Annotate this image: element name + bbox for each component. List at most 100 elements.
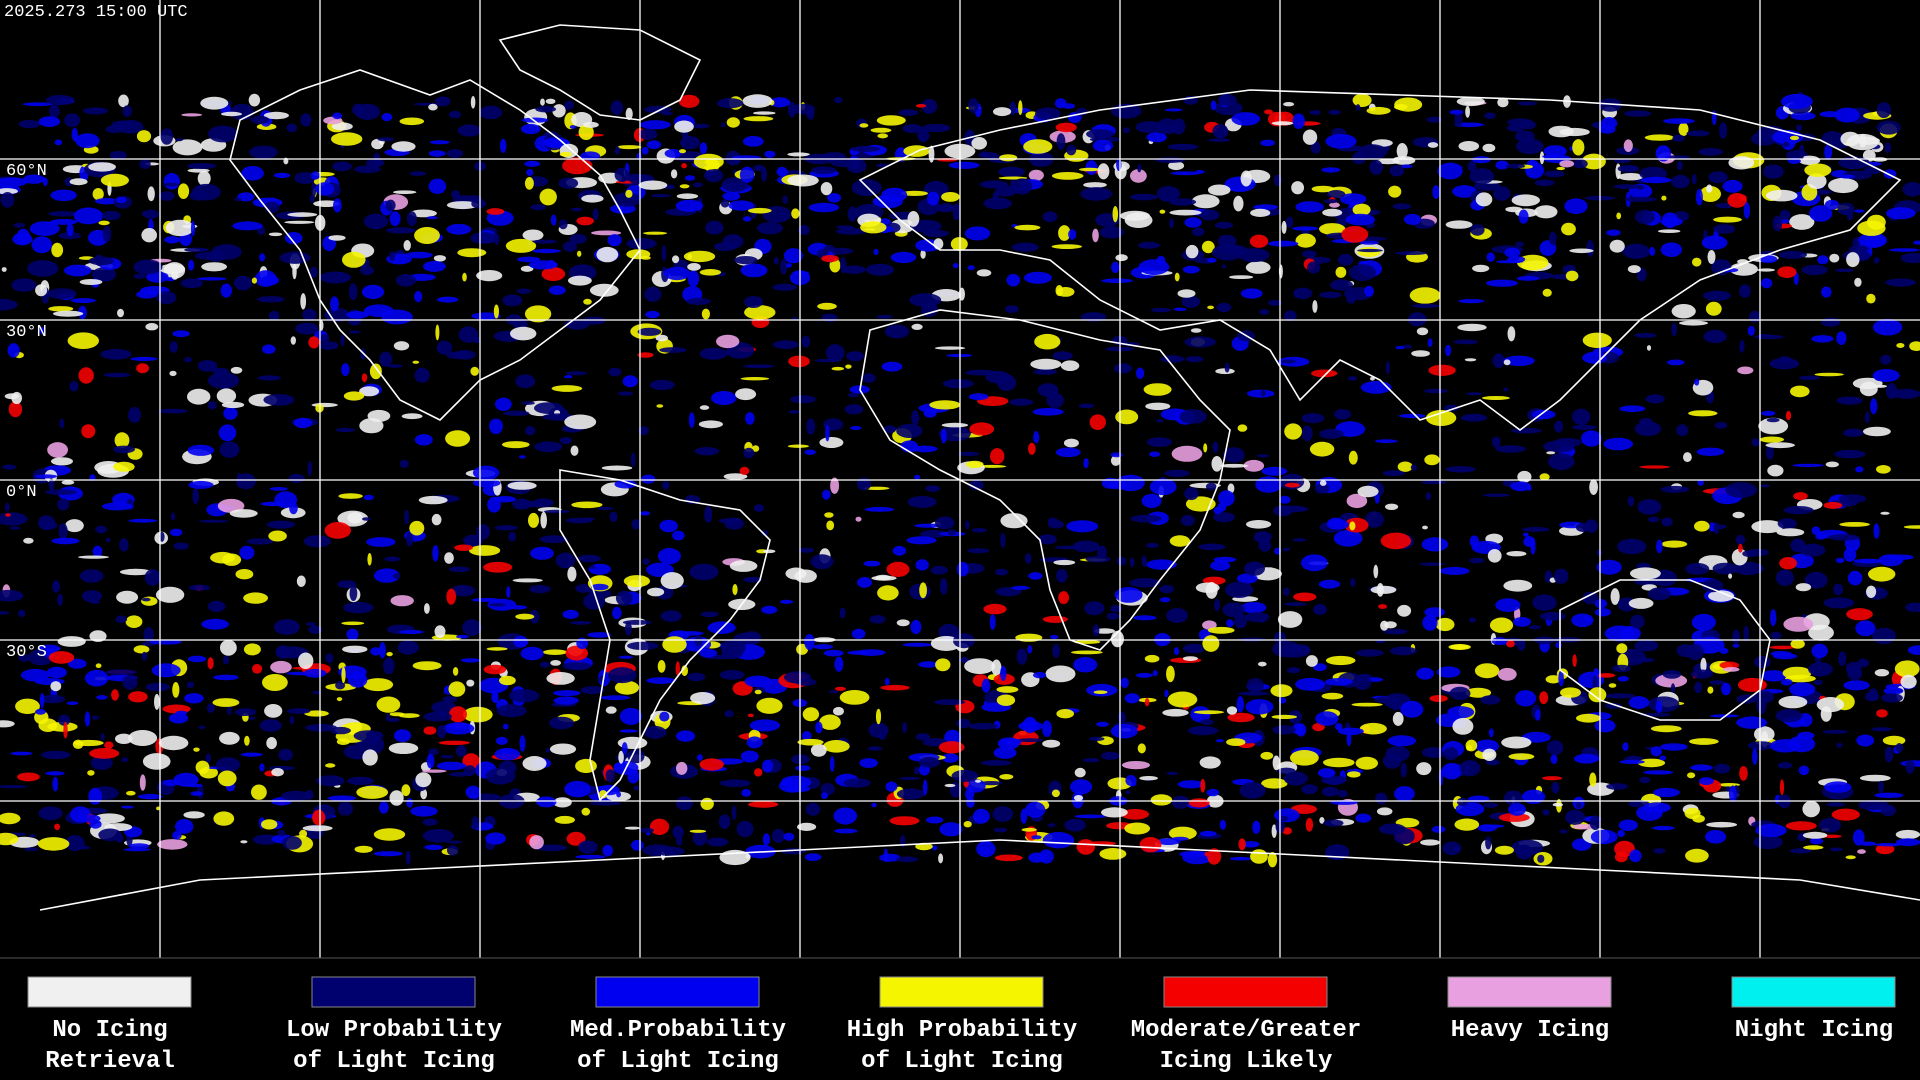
icing-patch — [541, 267, 566, 281]
icing-patch — [1245, 261, 1271, 274]
icing-patch — [205, 753, 212, 764]
icing-patch — [196, 277, 227, 281]
icing-patch — [51, 242, 64, 258]
icing-patch — [324, 307, 350, 322]
icing-patch — [1660, 743, 1688, 751]
icing-patch — [1728, 785, 1737, 803]
icing-patch — [1156, 419, 1164, 423]
icing-patch — [704, 506, 713, 523]
icing-patch — [1628, 597, 1654, 609]
icing-patch — [210, 551, 235, 564]
icing-patch — [1588, 687, 1607, 703]
icing-patch — [370, 647, 382, 656]
icing-patch — [1913, 240, 1920, 245]
icing-patch — [1056, 568, 1068, 583]
icing-patch — [958, 451, 980, 456]
icing-patch — [942, 753, 959, 763]
icing-patch — [1727, 193, 1747, 208]
icing-patch — [341, 666, 346, 684]
icing-patch — [1612, 664, 1631, 673]
icing-patch — [435, 324, 440, 341]
icing-patch — [687, 270, 700, 288]
icing-patch — [993, 827, 1008, 833]
icing-patch — [197, 360, 218, 372]
icing-patch — [1465, 105, 1470, 118]
icing-patch — [1260, 139, 1275, 147]
icing-patch — [1873, 523, 1880, 539]
icing-patch — [1537, 854, 1545, 863]
icing-patch — [1352, 93, 1372, 108]
icing-patch — [716, 334, 740, 349]
icing-patch — [1046, 392, 1064, 409]
icing-patch — [1637, 499, 1662, 515]
icing-patch — [403, 240, 411, 251]
icing-patch — [1590, 829, 1618, 845]
icing-patch — [175, 710, 188, 716]
icing-patch — [1314, 483, 1330, 494]
icing-patch — [165, 219, 195, 237]
icing-patch — [1809, 205, 1833, 222]
icing-patch — [1843, 680, 1870, 691]
icing-patch — [1284, 423, 1302, 440]
icing-patch — [659, 519, 678, 533]
icing-patch — [50, 681, 62, 692]
icing-patch — [136, 363, 150, 374]
icing-patch — [1513, 617, 1531, 627]
icing-patch — [862, 373, 876, 384]
icing-patch — [1605, 703, 1623, 709]
icing-patch — [1823, 501, 1843, 509]
icing-patch — [1115, 409, 1139, 425]
icing-patch — [845, 364, 852, 369]
icing-patch — [188, 259, 195, 271]
icing-patch — [528, 512, 539, 528]
icing-patch — [947, 529, 957, 536]
icing-patch — [1555, 642, 1562, 649]
icing-patch — [1064, 818, 1086, 832]
icing-patch — [1853, 558, 1883, 564]
icing-patch — [1226, 619, 1234, 628]
icing-patch — [889, 816, 920, 826]
icing-patch — [1078, 403, 1095, 409]
icing-patch — [1097, 545, 1107, 559]
icing-patch — [869, 615, 886, 624]
icing-patch — [1676, 424, 1689, 437]
icing-patch — [791, 208, 800, 219]
icing-patch — [104, 741, 114, 749]
icing-patch — [1556, 166, 1565, 171]
icing-patch — [1394, 786, 1415, 802]
icing-patch — [660, 572, 684, 590]
icing-patch — [748, 801, 779, 808]
icing-patch — [495, 736, 508, 746]
icing-patch — [1506, 551, 1527, 557]
icing-patch — [423, 260, 446, 272]
icing-patch — [530, 204, 546, 211]
icing-patch — [1432, 185, 1440, 200]
icing-patch — [941, 192, 960, 202]
icing-patch — [1597, 673, 1616, 678]
icing-patch — [1159, 209, 1166, 214]
icing-patch — [98, 828, 122, 842]
icing-patch — [456, 634, 469, 639]
icing-patch — [236, 473, 256, 490]
icing-patch — [1798, 375, 1821, 380]
icing-patch — [1110, 455, 1121, 466]
icing-patch — [999, 774, 1014, 780]
icing-patch — [1004, 305, 1019, 313]
icing-patch — [1224, 581, 1254, 599]
icing-patch — [17, 772, 40, 782]
icing-patch — [75, 133, 100, 149]
icing-patch — [558, 219, 568, 230]
icing-patch — [679, 184, 690, 189]
icing-patch — [1508, 753, 1535, 760]
icing-patch — [1096, 721, 1109, 727]
icing-patch — [1660, 485, 1690, 493]
icing-patch — [1173, 307, 1187, 311]
icing-patch — [281, 790, 311, 802]
icing-patch — [409, 520, 425, 536]
icing-patch — [227, 705, 232, 716]
icing-patch — [1099, 226, 1125, 239]
icing-patch — [1697, 479, 1704, 486]
icing-patch — [260, 501, 286, 507]
icing-patch — [1032, 408, 1064, 416]
icing-patch — [88, 787, 103, 805]
